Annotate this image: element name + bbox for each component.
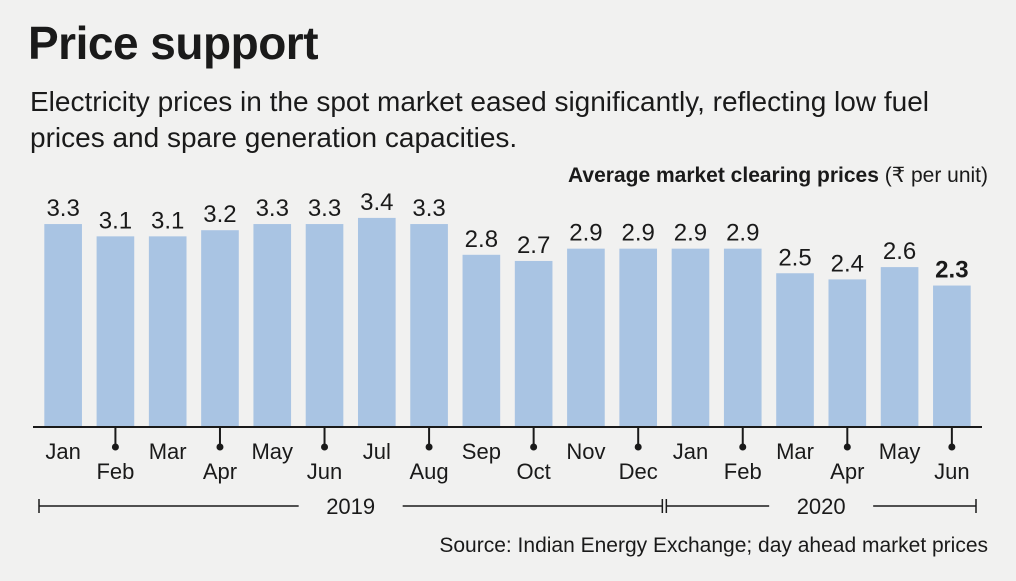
bar-6 <box>357 217 396 427</box>
bar-10 <box>567 248 605 427</box>
category-label-6: Jul <box>363 439 391 464</box>
year-bracket-2019: 2019 <box>38 494 664 519</box>
category-label-17: Jun <box>934 459 969 484</box>
value-label-0: 3.3 <box>46 195 79 222</box>
bar-0 <box>44 224 82 427</box>
value-label-16: 2.6 <box>883 238 916 265</box>
value-label-10: 2.9 <box>569 220 602 247</box>
bar-5 <box>305 224 344 427</box>
year-label-2019: 2019 <box>326 494 375 519</box>
bar-15 <box>828 279 867 427</box>
tick-dot-1 <box>111 443 119 451</box>
category-label-11: Dec <box>619 459 658 484</box>
tick-dot-17 <box>948 443 956 451</box>
year-bracket-2020: 2020 <box>665 494 977 519</box>
value-label-12: 2.9 <box>674 220 707 247</box>
category-label-3: Apr <box>203 459 237 484</box>
value-label-3: 3.2 <box>203 201 236 228</box>
value-label-7: 3.3 <box>412 195 445 222</box>
tick-dot-15 <box>843 443 851 451</box>
tick-dot-11 <box>634 443 642 451</box>
value-label-13: 2.9 <box>726 220 759 247</box>
value-label-15: 2.4 <box>831 250 864 277</box>
bar-4 <box>253 224 292 427</box>
bar-2 <box>148 236 187 427</box>
bar-11 <box>619 248 658 427</box>
category-label-16: May <box>879 439 921 464</box>
tick-dot-9 <box>530 443 538 451</box>
tick-dot-7 <box>425 443 433 451</box>
category-label-15: Apr <box>830 459 864 484</box>
bar-3 <box>201 230 239 427</box>
category-labels-group: Jan Feb Mar Apr May Jun Jul Aug Sep Oct Nov Dec Jan F… <box>45 427 970 484</box>
tick-dot-3 <box>216 443 224 451</box>
value-label-14: 2.5 <box>778 244 811 271</box>
year-brackets-group: 2019 2020 <box>38 494 977 519</box>
category-label-9: Oct <box>517 459 551 484</box>
value-label-1: 3.1 <box>99 207 132 234</box>
tick-dot-5 <box>321 443 329 451</box>
value-label-11: 2.9 <box>622 220 655 247</box>
bar-17 <box>933 285 971 427</box>
chart-subtitle: Electricity prices in the spot market ea… <box>30 86 929 153</box>
value-label-5: 3.3 <box>308 195 341 222</box>
value-label-9: 2.7 <box>517 232 550 259</box>
bars-group <box>44 217 971 427</box>
category-label-1: Feb <box>96 459 134 484</box>
source-note: Source: Indian Energy Exchange; day ahea… <box>439 534 988 557</box>
value-label-4: 3.3 <box>256 195 289 222</box>
chart-label-measure: Average market clearing prices <box>568 164 879 187</box>
category-label-13: Feb <box>724 459 762 484</box>
category-label-0: Jan <box>45 439 80 464</box>
chart-title: Price support <box>28 17 319 69</box>
bar-1 <box>96 236 135 427</box>
category-label-5: Jun <box>307 459 342 484</box>
bar-12 <box>671 248 710 427</box>
tick-dot-13 <box>739 443 747 451</box>
chart-label: Average market clearing prices (₹ per un… <box>568 163 988 188</box>
category-label-7: Aug <box>410 459 449 484</box>
bar-9 <box>514 260 553 427</box>
value-label-2: 3.1 <box>151 207 184 234</box>
category-label-4: May <box>251 439 293 464</box>
category-label-10: Nov <box>566 439 605 464</box>
value-labels-group: 3.3 3.1 3.1 3.2 3.3 3.3 3.4 3.3 2.8 2.7 2.9 2.9 2.9 2… <box>46 189 968 284</box>
category-label-2: Mar <box>149 439 187 464</box>
year-label-2020: 2020 <box>797 494 846 519</box>
bar-16 <box>880 267 919 427</box>
bar-7 <box>410 224 448 427</box>
category-label-12: Jan <box>673 439 708 464</box>
value-label-6: 3.4 <box>360 189 393 216</box>
chart-label-unit: (₹ per unit) <box>884 164 988 187</box>
category-label-14: Mar <box>776 439 814 464</box>
value-label-17: 2.3 <box>935 257 968 284</box>
category-label-8: Sep <box>462 439 501 464</box>
bar-14 <box>776 273 814 427</box>
bar-13 <box>723 248 762 427</box>
bar-8 <box>462 254 501 427</box>
value-label-8: 2.8 <box>465 226 498 253</box>
